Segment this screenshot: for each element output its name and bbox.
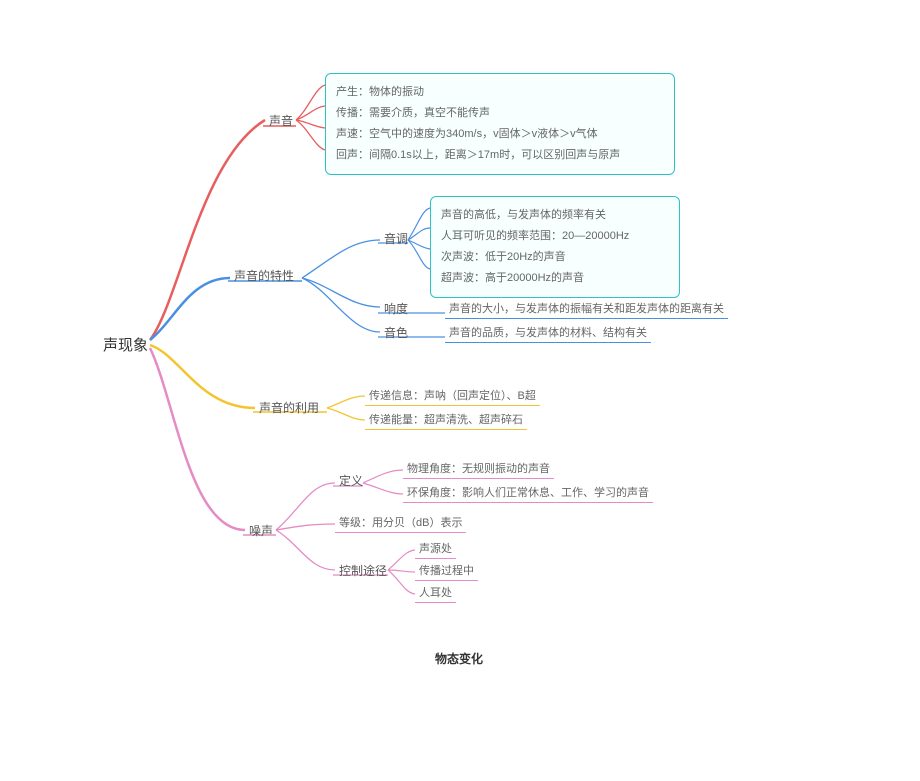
- control-leaf-2: 人耳处: [415, 582, 456, 603]
- control-leaf-1: 传播过程中: [415, 560, 478, 581]
- node-control: 控制途径: [335, 560, 391, 581]
- node-definition: 定义: [335, 470, 367, 491]
- branch-noise: 噪声: [245, 520, 277, 541]
- branch-sound: 声音: [265, 110, 297, 131]
- pitch-box: 声音的高低，与发声体的频率有关 人耳可听见的频率范围：20—20000Hz 次声…: [430, 196, 680, 298]
- sound-row-0: 产生：物体的振动: [336, 82, 664, 103]
- usage-leaf-1: 传递能量：超声清洗、超声碎石: [365, 409, 527, 430]
- footer-title: 物态变化: [435, 650, 483, 667]
- loudness-desc: 声音的大小，与发声体的振幅有关和距发声体的距离有关: [445, 298, 728, 319]
- node-loudness-label: 响度: [384, 302, 408, 316]
- sound-box: 产生：物体的振动 传播：需要介质，真空不能传声 声速：空气中的速度为340m/s…: [325, 73, 675, 175]
- branch-noise-label: 噪声: [249, 524, 273, 538]
- sound-row-1: 传播：需要介质，真空不能传声: [336, 103, 664, 124]
- node-level: 等级：用分贝（dB）表示: [335, 512, 466, 533]
- branch-sound-label: 声音: [269, 114, 293, 128]
- pitch-row-2: 次声波：低于20Hz的声音: [441, 247, 669, 268]
- node-pitch-label: 音调: [384, 232, 408, 246]
- node-control-label: 控制途径: [339, 564, 387, 578]
- node-pitch: 音调: [380, 228, 412, 249]
- definition-leaf-0: 物理角度：无规则振动的声音: [403, 458, 554, 479]
- node-loudness: 响度: [380, 298, 412, 319]
- pitch-row-3: 超声波：高于20000Hz的声音: [441, 268, 669, 289]
- node-timbre-label: 音色: [384, 326, 408, 340]
- node-timbre: 音色: [380, 322, 412, 343]
- pitch-row-0: 声音的高低，与发声体的频率有关: [441, 205, 669, 226]
- sound-row-3: 回声：间隔0.1s以上，距离＞17m时，可以区别回声与原声: [336, 145, 664, 166]
- node-definition-label: 定义: [339, 474, 363, 488]
- pitch-row-1: 人耳可听见的频率范围：20—20000Hz: [441, 226, 669, 247]
- branch-usage-label: 声音的利用: [259, 401, 319, 415]
- sound-row-2: 声速：空气中的速度为340m/s，v固体＞v液体＞v气体: [336, 124, 664, 145]
- timbre-desc: 声音的品质，与发声体的材料、结构有关: [445, 322, 651, 343]
- control-leaf-0: 声源处: [415, 538, 456, 559]
- usage-leaf-0: 传递信息：声呐（回声定位）、B超: [365, 385, 540, 406]
- branch-characteristics: 声音的特性: [230, 265, 298, 286]
- root-label: 声现象: [103, 337, 148, 354]
- definition-leaf-1: 环保角度：影响人们正常休息、工作、学习的声音: [403, 482, 653, 503]
- root-node: 声现象: [95, 330, 156, 359]
- branch-characteristics-label: 声音的特性: [234, 269, 294, 283]
- branch-usage: 声音的利用: [255, 397, 323, 418]
